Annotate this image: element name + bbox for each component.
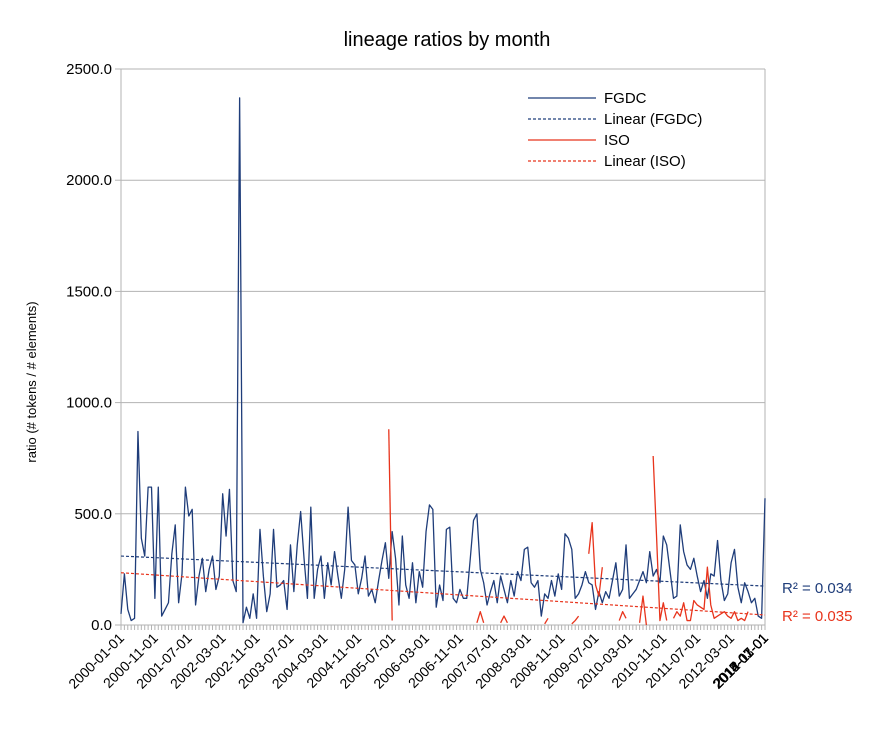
series-linear-fgdc: [120, 555, 766, 587]
series-layer: [120, 97, 766, 626]
y-tick-label: 500.0: [74, 506, 112, 523]
legend-label: ISO: [604, 132, 630, 149]
legend: FGDC Linear (FGDC) ISO Linear (ISO): [528, 90, 702, 170]
annotations: R² = 0.034 R² = 0.035: [782, 580, 852, 625]
series-linear-iso: [120, 572, 766, 616]
r-squared-label: R² = 0.034: [782, 580, 852, 597]
y-tick-label: 0.0: [91, 617, 112, 634]
series-iso-segment: [652, 455, 668, 622]
y-ticks: 0.0 500.0 1000.0 1500.0 2000.0 2500.0: [66, 61, 112, 634]
chart-title: lineage ratios by month: [344, 29, 551, 51]
r-squared-label: R² = 0.035: [782, 608, 852, 625]
series-iso-segment: [544, 617, 549, 625]
series-iso-segment: [638, 595, 648, 626]
y-tick-label: 1500.0: [66, 283, 112, 300]
legend-label: Linear (FGDC): [604, 111, 702, 128]
series-iso-segment: [588, 522, 603, 597]
series-iso-segment: [388, 429, 393, 621]
y-tick-label: 2500.0: [66, 61, 112, 78]
series-iso-segment: [618, 611, 627, 621]
series-iso-segment: [500, 615, 508, 624]
y-tick-label: 2000.0: [66, 172, 112, 189]
legend-label: FGDC: [604, 90, 647, 107]
series-iso-segment: [476, 611, 485, 623]
series-iso-segment: [672, 566, 749, 622]
legend-label: Linear (ISO): [604, 153, 686, 170]
series-iso-segment: [571, 615, 580, 625]
y-tick-label: 1000.0: [66, 395, 112, 412]
y-axis-label: ratio (# tokens / # elements): [24, 301, 39, 462]
